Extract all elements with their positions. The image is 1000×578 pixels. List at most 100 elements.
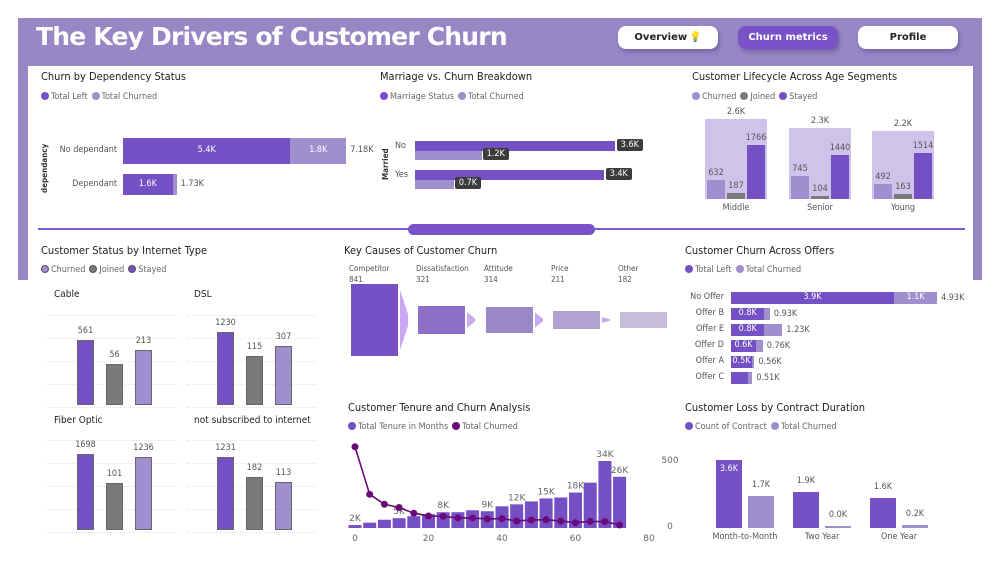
legend-item: Marriage Status — [380, 92, 454, 102]
panel-label: not subscribed to internet — [194, 415, 311, 426]
bar-label: 0.8K — [738, 324, 757, 334]
value-label: 561 — [77, 326, 94, 337]
bar-label: 0.2K — [905, 508, 925, 519]
legend-item: Total Churned — [91, 92, 157, 102]
internet-bar — [275, 481, 292, 530]
nav-churn-metrics-button[interactable]: Churn metrics — [738, 26, 838, 49]
bar-label: 0.7K — [454, 177, 482, 189]
offers-title: Customer Churn Across Offers — [685, 244, 835, 257]
nav-label: Overview — [634, 32, 688, 43]
bar-label: 0.5K — [732, 356, 751, 366]
age-bar — [811, 195, 829, 199]
churned-point — [557, 517, 565, 525]
tenure-bar — [539, 498, 553, 528]
age-bar — [747, 144, 765, 199]
tenure-bar — [583, 482, 597, 528]
churned-point — [572, 519, 579, 527]
dependency-title: Churn by Dependency Status — [41, 70, 187, 83]
bar-total-left — [731, 372, 748, 384]
row-label: Offer B — [695, 308, 724, 318]
contract-title: Customer Loss by Contract Duration — [685, 401, 866, 414]
bar-total-churned — [825, 526, 851, 528]
bar-total-left — [731, 292, 895, 304]
tenure-bar — [598, 461, 612, 528]
stage-label: Dissatisfaction — [416, 264, 469, 273]
churned-point — [469, 514, 477, 522]
tenure-bar — [363, 522, 377, 528]
bar-label: 3.6K — [616, 139, 643, 151]
row-label: Dependant — [72, 178, 117, 189]
stage-label: Other — [618, 264, 639, 273]
value-label: 1698 — [75, 439, 96, 450]
legend-item: Stayed — [779, 92, 817, 102]
panel-label: Cable — [54, 289, 80, 300]
total-label: 2.3K — [810, 116, 830, 127]
bar-total-churned — [894, 292, 938, 304]
bar-label: 1.9K — [796, 476, 816, 487]
stage-label: Competitor — [349, 264, 390, 273]
x-tick-label: 60 — [570, 534, 582, 544]
internet-bar — [77, 340, 94, 405]
bar-label: 3.9K — [803, 292, 822, 302]
panel-label: DSL — [194, 289, 212, 300]
group-label: One Year — [880, 532, 918, 542]
tenure-bar — [392, 518, 406, 528]
bar-label: 15K — [537, 487, 555, 497]
value-label: 115 — [246, 342, 263, 353]
value-label: 745 — [792, 164, 808, 175]
bar-label: 1.8K — [309, 145, 328, 155]
bar-label: 26K — [611, 466, 629, 476]
bar-label: 34K — [596, 450, 614, 460]
row-label: Yes — [395, 170, 408, 180]
total-label: 1.73K — [180, 178, 204, 189]
total-label: 0.76K — [766, 341, 791, 351]
nav-overview-button[interactable]: Overview 💡 — [618, 26, 718, 49]
y-right-tick-label: 0 — [667, 522, 673, 532]
internet-bar — [106, 482, 123, 530]
gridline — [47, 532, 177, 533]
age-bar — [727, 193, 745, 199]
value-label: 213 — [135, 336, 152, 347]
churned-point — [498, 515, 506, 523]
gridline — [187, 407, 317, 408]
age-bar — [791, 176, 809, 199]
total-label: 0.51K — [756, 373, 780, 383]
legend-item: Total Left — [41, 92, 88, 102]
churned-point — [454, 514, 462, 522]
bar-marriage-status — [415, 170, 604, 180]
dependency-legend: Total Left Total Churned — [41, 92, 157, 102]
legend-item: Total Left — [685, 265, 732, 275]
group-label: Middle — [722, 203, 750, 213]
value-label: 56 — [109, 349, 120, 360]
churned-point — [366, 490, 374, 498]
total-label: 0.93K — [773, 309, 798, 319]
row-label: Offer E — [696, 324, 724, 334]
bar-label: 1.1K — [906, 292, 925, 302]
gridline — [47, 463, 177, 464]
gridline — [187, 440, 317, 441]
age-bar — [874, 183, 892, 199]
churned-point — [410, 509, 418, 517]
row-label: No — [395, 141, 407, 151]
bar-count-of-contract — [793, 492, 819, 528]
total-label: 2.6K — [726, 107, 746, 118]
legend-item: Stayed — [128, 265, 166, 275]
bar-total-left — [731, 324, 765, 336]
total-label: 0.56K — [758, 357, 782, 367]
bar-count-of-contract — [870, 497, 896, 528]
age-title: Customer Lifecycle Across Age Segments — [692, 70, 898, 83]
bar-count-of-contract — [716, 459, 742, 528]
divider-pill — [408, 224, 595, 235]
value-label: 101 — [106, 468, 123, 479]
churned-point — [439, 512, 447, 520]
funnel-bar — [351, 284, 398, 356]
x-tick-label: 80 — [643, 534, 655, 544]
churned-point — [616, 521, 624, 529]
value-label: 1766 — [745, 132, 767, 143]
churned-point — [601, 518, 609, 526]
gridline — [47, 315, 177, 316]
nav-profile-button[interactable]: Profile — [858, 26, 958, 49]
legend-item: Total Tenure in Months — [348, 422, 448, 432]
churned-point — [586, 517, 594, 525]
churned-point — [395, 504, 403, 512]
